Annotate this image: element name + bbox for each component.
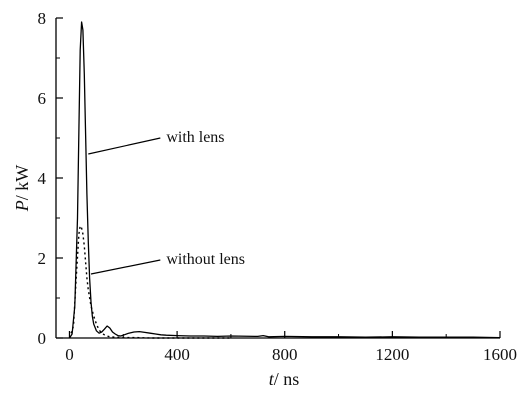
annotation-leader — [88, 137, 161, 155]
x-tick-label: 1600 — [483, 345, 517, 364]
x-axis-variable: t — [269, 369, 275, 389]
y-ticks: 0 2 4 6 8 — [38, 9, 63, 348]
y-tick-label: 2 — [38, 249, 47, 268]
series-line-with-lens — [68, 21, 501, 339]
annotation-label: with lens — [166, 129, 224, 146]
y-axis-unit: / kW — [12, 165, 32, 201]
y-tick-label: 6 — [38, 89, 47, 108]
x-tick-label: 1200 — [375, 345, 409, 364]
y-tick-label: 0 — [38, 329, 47, 348]
x-ticks: 0 400 800 1200 1600 — [65, 331, 517, 364]
annotations: with lens without lens — [88, 129, 245, 275]
annotation-leader — [90, 259, 161, 275]
annotation-label: without lens — [166, 251, 245, 268]
x-axis-unit: / ns — [274, 369, 300, 389]
x-tick-label: 0 — [65, 345, 74, 364]
series-layer — [68, 21, 501, 339]
x-tick-label: 800 — [272, 345, 298, 364]
y-axis-label: P/ kW — [12, 165, 32, 213]
y-tick-label: 8 — [38, 9, 47, 28]
y-axis-variable: P — [12, 200, 32, 212]
x-tick-label: 400 — [164, 345, 190, 364]
y-tick-label: 4 — [38, 169, 47, 188]
plot-area: 0 400 800 1200 1600 0 2 4 6 8 with lens without l… — [38, 9, 518, 364]
x-axis-label: t/ ns — [269, 369, 300, 389]
